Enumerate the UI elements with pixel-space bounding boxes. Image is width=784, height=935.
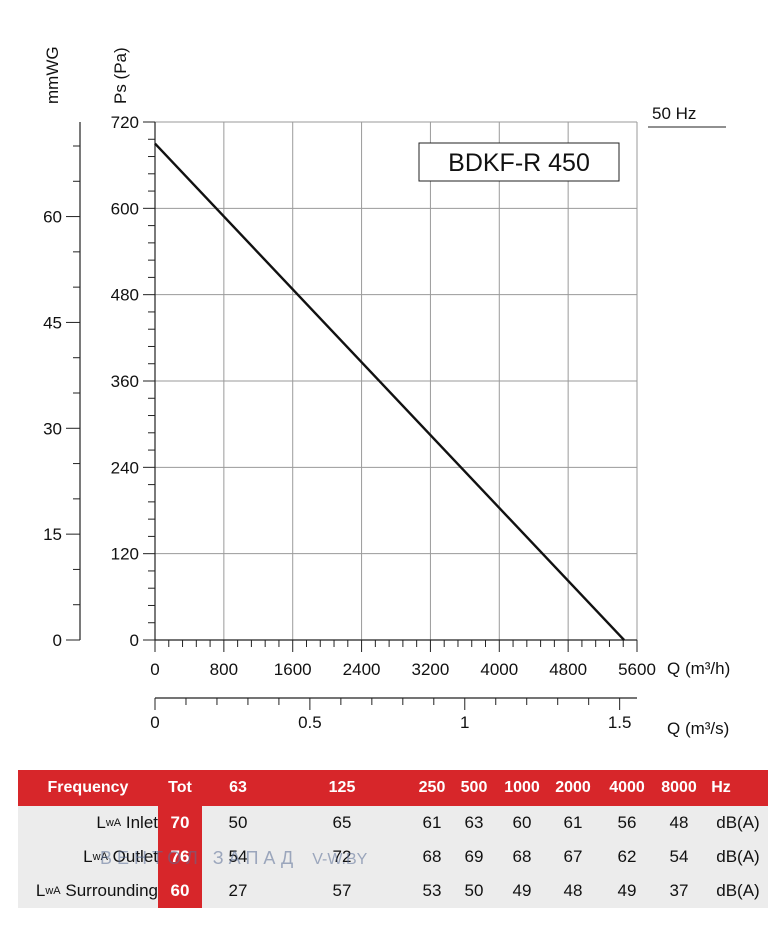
y-tick-label: 480 <box>111 286 139 305</box>
table-header-row: Frequency Tot 63 125 250 500 1000 2000 4… <box>18 770 768 806</box>
band-value: 63 <box>464 813 484 832</box>
row-unit: dB(A) <box>716 813 760 832</box>
y2-tick-label: 0 <box>53 631 62 650</box>
header-frequency: Frequency <box>47 779 129 796</box>
header-band: 125 <box>328 779 356 796</box>
x-tick-label: 0 <box>150 660 159 679</box>
y-tick-label: 600 <box>111 199 139 218</box>
band-value: 56 <box>617 813 637 832</box>
band-value: 68 <box>422 847 442 866</box>
header-tot: Tot <box>168 779 192 796</box>
y2-tick-label: 45 <box>43 313 62 332</box>
band-value: 53 <box>422 881 442 900</box>
x-axis-label: Q (m³/h) <box>667 659 730 678</box>
y-axis-label: Ps (Pa) <box>111 47 130 104</box>
header-band: 1000 <box>504 779 540 796</box>
y2-tick-label: 15 <box>43 525 62 544</box>
band-value: 50 <box>228 813 248 832</box>
title-box <box>418 142 620 182</box>
band-value: 48 <box>563 881 583 900</box>
x2-axis-label: Q (m³/s) <box>667 719 729 738</box>
tot-column-header-bg <box>158 770 202 806</box>
x2-tick-label: 1 <box>460 713 469 732</box>
band-value: 27 <box>228 881 248 900</box>
x2-tick-label: 1.5 <box>608 713 632 732</box>
x-tick-label: 800 <box>210 660 238 679</box>
x-tick-label: 1600 <box>274 660 312 679</box>
band-value: 69 <box>464 847 484 866</box>
header-unit: Hz <box>711 779 731 796</box>
band-value: 48 <box>669 813 689 832</box>
x2-tick-label: 0.5 <box>298 713 322 732</box>
band-value: 54 <box>228 847 248 866</box>
row-unit: dB(A) <box>716 847 760 866</box>
header-band: 8000 <box>661 779 697 796</box>
x-tick-label: 2400 <box>343 660 381 679</box>
band-value: 65 <box>332 813 352 832</box>
header-band: 2000 <box>555 779 591 796</box>
header-band: 250 <box>418 779 446 796</box>
band-value: 37 <box>669 881 689 900</box>
band-value: 68 <box>512 847 532 866</box>
sound-power-table: Frequency Tot 63 125 250 500 1000 2000 4… <box>18 770 768 908</box>
series <box>154 142 625 641</box>
y2-tick-label: 30 <box>43 419 62 438</box>
x-tick-label: 4000 <box>480 660 518 679</box>
row-unit: dB(A) <box>716 881 760 900</box>
tot-value: 76 <box>170 847 190 866</box>
x-tick-label: 4800 <box>549 660 587 679</box>
band-value: 57 <box>332 881 352 900</box>
band-value: 60 <box>512 813 532 832</box>
x2-tick-label: 0 <box>150 713 159 732</box>
band-value: 50 <box>464 881 484 900</box>
tot-value: 70 <box>170 813 190 832</box>
axes <box>66 121 638 710</box>
header-band: 500 <box>460 779 488 796</box>
y-tick-label: 720 <box>111 113 139 132</box>
tot-column-bg <box>158 806 202 908</box>
grid <box>155 121 638 640</box>
band-value: 61 <box>563 813 583 832</box>
y-tick-label: 120 <box>111 545 139 564</box>
band-value: 72 <box>332 847 352 866</box>
x-tick-label: 3200 <box>412 660 450 679</box>
header-band: 4000 <box>609 779 645 796</box>
y-tick-label: 0 <box>130 631 139 650</box>
band-value: 62 <box>617 847 637 866</box>
fan-curve-line <box>154 142 625 641</box>
band-value: 67 <box>563 847 583 866</box>
tot-value: 60 <box>170 881 190 900</box>
y2-tick-label: 60 <box>43 208 62 227</box>
y2-axis-label: mmWG <box>43 46 62 104</box>
band-value: 54 <box>669 847 689 866</box>
x-tick-label: 5600 <box>618 660 656 679</box>
header-band: 63 <box>229 779 247 796</box>
band-value: 61 <box>422 813 442 832</box>
y-tick-label: 240 <box>111 458 139 477</box>
band-value: 49 <box>617 881 637 900</box>
y-tick-label: 360 <box>111 372 139 391</box>
band-value: 49 <box>512 881 532 900</box>
chart-title: BDKF-R 450 <box>448 149 590 177</box>
frequency-label: 50 Hz <box>652 104 696 123</box>
